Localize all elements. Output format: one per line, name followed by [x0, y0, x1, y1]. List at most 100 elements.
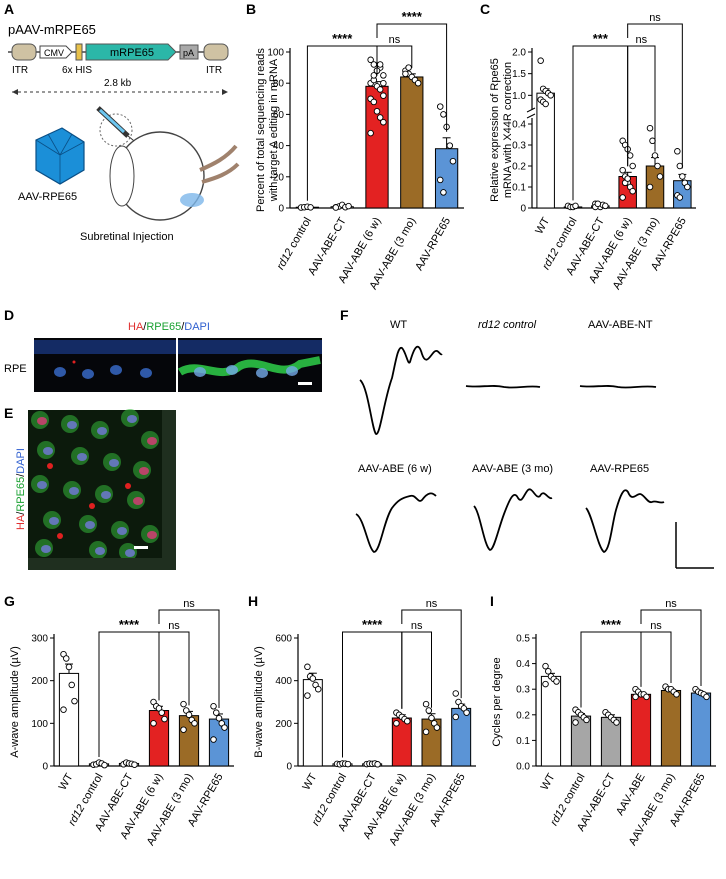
bar-6	[690, 692, 712, 767]
y-tick-label: 0.5	[516, 634, 530, 645]
significance-label: ns	[665, 598, 677, 610]
nucleus	[127, 415, 137, 423]
y-tick-label: 0	[286, 762, 292, 773]
data-point	[404, 717, 411, 725]
stain-legend-e: HA/RPE65/DAPI	[15, 448, 27, 530]
his-block	[75, 43, 83, 61]
data-point	[656, 173, 664, 180]
rpe-side-label: RPE	[4, 363, 27, 375]
bar-1	[58, 672, 80, 767]
nucleus	[101, 491, 111, 499]
data-point	[370, 98, 378, 106]
x-category-label: WT	[533, 215, 552, 236]
nucleus	[37, 481, 47, 489]
y-tick-label: 0.1	[516, 736, 530, 747]
data-point	[221, 724, 228, 731]
data-point	[185, 711, 193, 719]
nucleus	[147, 531, 157, 539]
axis-break-mark	[526, 113, 536, 119]
y-tick-label: 200	[31, 676, 48, 687]
significance-label: ns	[426, 598, 438, 610]
significance-label: ns	[650, 620, 662, 632]
data-point	[654, 162, 661, 170]
cmv-label: CMV	[44, 48, 64, 58]
axis-break-gap	[528, 110, 536, 118]
significance-bracket	[401, 631, 432, 709]
erg-label-abe3mo: AAV-ABE (3 mo)	[472, 463, 553, 475]
significance-label: ****	[119, 617, 140, 632]
data-point	[452, 713, 459, 721]
data-point	[440, 111, 447, 118]
flatmount-bottom-projection	[28, 558, 176, 570]
data-point	[370, 61, 378, 68]
data-point	[307, 204, 314, 211]
data-point	[436, 176, 444, 184]
data-point	[414, 79, 422, 87]
bleb-icon	[180, 193, 204, 207]
data-point	[651, 152, 659, 159]
data-point	[393, 720, 400, 727]
data-point	[626, 152, 634, 159]
data-point	[542, 680, 549, 688]
nucleus	[95, 547, 105, 555]
chart-c: 0 0.1 0.2 0.3 0.4 1.0 1.5 2.0 Relative expressio…	[489, 12, 696, 292]
rpe-treated-nuclei	[194, 365, 298, 378]
stain-ha-e: HA	[15, 514, 27, 530]
data-point	[373, 108, 381, 115]
data-point	[101, 761, 108, 769]
erg-trace-abe6w	[355, 492, 437, 553]
slash-2: /	[181, 321, 185, 333]
slash-e2: /	[15, 473, 27, 477]
flatmount-image: HA/RPE65/DAPI	[15, 409, 176, 570]
ha-spot	[89, 503, 95, 509]
data-point	[547, 92, 554, 99]
y-tick-label: 0.0	[516, 762, 530, 773]
y-tick-label: 0.4	[516, 659, 530, 670]
stain-dapi-e: DAPI	[15, 448, 27, 474]
nucleus	[109, 459, 119, 467]
erg-label-rd12: rd12 control	[478, 319, 537, 331]
data-point	[380, 72, 387, 79]
significance-bracket	[627, 23, 683, 169]
data-point	[304, 692, 311, 699]
y-axis-label: with target A editing in mRNA	[268, 58, 280, 202]
data-point	[433, 724, 441, 731]
construct-title: pAAV-mRPE65	[8, 22, 96, 37]
y-tick-label: 1.0	[512, 91, 526, 102]
data-point	[632, 693, 639, 701]
erg-label-wt: WT	[390, 319, 407, 331]
data-point	[553, 678, 560, 685]
data-point	[542, 662, 549, 670]
y-tick-label: 600	[275, 634, 292, 645]
nucleus	[77, 453, 87, 461]
data-point	[180, 726, 187, 733]
data-point	[624, 175, 631, 182]
panel-label-h: H	[248, 593, 258, 609]
slash-1: /	[143, 321, 147, 333]
cmv-block	[39, 45, 73, 59]
axis-break-mark	[526, 107, 536, 113]
significance-label: ****	[332, 31, 353, 46]
data-point	[376, 86, 384, 93]
stain-ha: HA	[128, 321, 144, 333]
data-point	[215, 714, 223, 722]
data-point	[210, 736, 217, 743]
y-axis-label: Relative expression of Rpe65	[489, 58, 501, 202]
significance-bracket	[401, 609, 462, 699]
panel-label-d: D	[4, 307, 14, 323]
data-point	[436, 103, 444, 110]
y-tick-label: 400	[275, 676, 292, 687]
data-point	[71, 697, 78, 705]
significance-label: ***	[593, 31, 609, 46]
data-point	[213, 709, 220, 716]
nucleus	[117, 527, 127, 535]
data-point	[542, 100, 549, 108]
significance-label: ns	[649, 12, 661, 24]
data-point	[344, 760, 352, 768]
panel-label-a: A	[4, 1, 14, 17]
data-point	[594, 200, 602, 208]
rpe-control-band	[34, 340, 176, 354]
erg-traces: WT rd12 control AAV-ABE-NT AAV-ABE (6 w)…	[355, 319, 714, 569]
data-point	[643, 693, 650, 701]
x-category-label: AAV-ABE	[614, 772, 648, 818]
